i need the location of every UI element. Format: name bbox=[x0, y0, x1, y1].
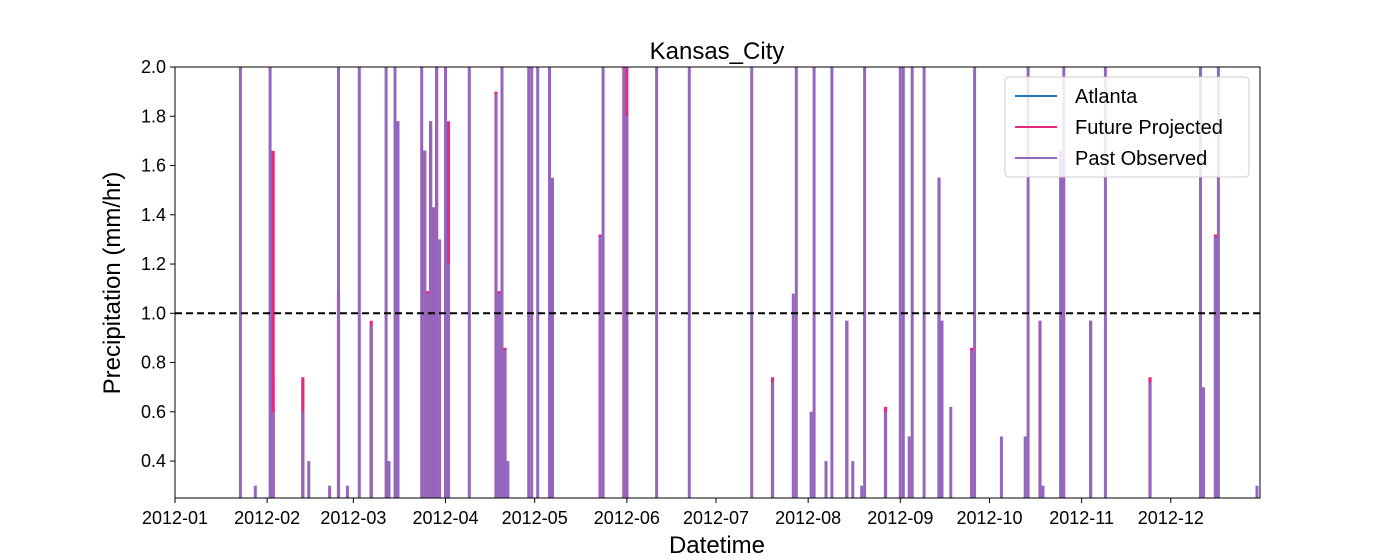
x-tick-label: 2012-07 bbox=[683, 508, 749, 528]
y-tick-label: 1.6 bbox=[141, 156, 166, 176]
x-axis: 2012-01 2012-02 2012-03 2012-04 2012-05 2012-… bbox=[142, 498, 1204, 528]
y-axis: 0.4 0.6 0.8 1.0 1.2 1.4 1.6 1.8 2.0 bbox=[141, 57, 175, 471]
x-tick-label: 2012-01 bbox=[142, 508, 208, 528]
past-observed-layer bbox=[238, 67, 1259, 498]
y-tick-label: 2.0 bbox=[141, 57, 166, 77]
x-tick-label: 2012-10 bbox=[956, 508, 1022, 528]
y-tick-label: 0.6 bbox=[141, 402, 166, 422]
x-axis-title: Datetime bbox=[669, 532, 765, 559]
y-tick-label: 0.4 bbox=[141, 451, 166, 471]
legend: Atlanta Future Projected Past Observed bbox=[1004, 76, 1250, 178]
plot-frame bbox=[174, 66, 1261, 499]
x-tick-label: 2012-02 bbox=[234, 508, 300, 528]
x-tick-label: 2012-03 bbox=[320, 508, 386, 528]
x-tick-label: 2012-04 bbox=[412, 508, 478, 528]
legend-box bbox=[1004, 76, 1250, 178]
y-tick-label: 1.0 bbox=[141, 303, 166, 323]
x-tick-label: 2012-05 bbox=[502, 508, 568, 528]
legend-atlanta-label: Atlanta bbox=[1075, 86, 1138, 108]
y-tick-label: 1.8 bbox=[141, 106, 166, 126]
x-tick-label: 2012-06 bbox=[594, 508, 660, 528]
y-tick-label: 0.8 bbox=[141, 353, 166, 373]
legend-future-label: Future Projected bbox=[1075, 117, 1223, 139]
x-tick-label: 2012-11 bbox=[1049, 508, 1114, 528]
x-tick-label: 2012-12 bbox=[1138, 508, 1204, 528]
y-tick-label: 1.2 bbox=[141, 254, 166, 274]
x-tick-label: 2012-09 bbox=[867, 508, 933, 528]
y-tick-label: 1.4 bbox=[141, 205, 166, 225]
legend-past-label: Past Observed bbox=[1075, 148, 1207, 170]
y-axis-title: Precipitation (mm/hr) bbox=[99, 172, 126, 395]
x-tick-label: 2012-08 bbox=[775, 508, 841, 528]
chart-title: Kansas_City bbox=[650, 38, 785, 65]
